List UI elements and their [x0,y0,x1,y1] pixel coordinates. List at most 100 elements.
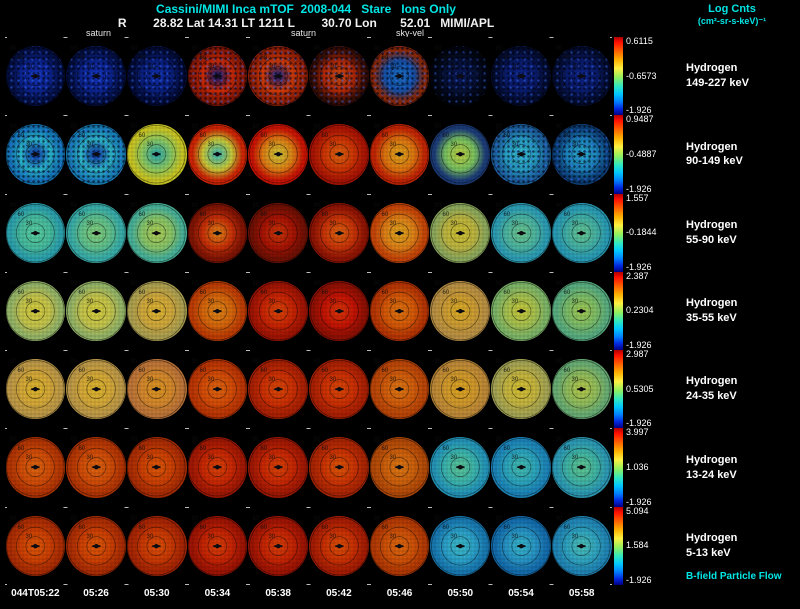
skymap-cell-r5c1: 30 60 90 [5,350,66,429]
saturn-icon [394,308,405,314]
colorbar-max: 2.987 [626,349,649,360]
legend-units: (cm²-sr-s-keV)⁻¹ [697,16,767,27]
ring-label-60: 60 [200,446,207,452]
skymap-cell-r4c5: 30 60 90 [247,271,309,351]
ring-label-90: 90 [556,124,563,130]
ring-label-30: 30 [390,299,397,305]
saturn-icon [334,73,344,79]
skymap-cell-r6c6: 30 60 90 [308,428,370,507]
grid-tick-line [5,37,612,38]
ring-label-30: 30 [329,64,336,70]
species-label: Hydrogen [686,297,738,310]
plot-title: Cassini/MIMI Inca mTOF 2008-044 Stare Io… [156,2,456,16]
ring-label-60: 60 [18,525,25,531]
ring-label-30: 30 [450,142,457,148]
ring-label-60: 60 [382,55,389,61]
ring-label-60: 60 [139,55,146,61]
skymap-cell-r3c2: 30 60 90 [65,193,127,272]
skymap-cell-r4c2: 30 60 90 [65,271,127,351]
colorbar [614,37,623,116]
ring-label-30: 30 [147,455,154,461]
plot-grid: 30 60 90 30 60 90 30 60 90 30 60 90 30 60 90 30 60 90 30 60… [5,37,800,585]
ring-label-30: 30 [511,299,518,305]
saturn-icon [152,308,162,314]
ring-label-90: 90 [131,124,138,130]
ring-label-30: 30 [26,142,33,148]
ring-label-60: 60 [503,133,510,139]
skymap-cell-r5c2: 30 60 90 [65,350,127,429]
colorbar-min: -1.926 [626,340,652,351]
skymap-cell-r4c3: 30 60 90 [126,271,188,351]
saturn-icon [152,465,162,470]
skymap-cell-r2c3: 30 60 90 [126,115,188,194]
saturn-icon [152,543,162,549]
colorbar-mid: -0.1844 [626,227,657,238]
saturn-icon [212,308,223,314]
ring-label-90: 90 [252,359,259,365]
ring-label-90: 90 [70,124,77,130]
ring-label-90: 90 [374,203,381,209]
ring-label-30: 30 [268,455,275,461]
ring-label-90: 90 [495,203,502,209]
skymap-cell-r3c6: 30 60 90 [308,193,370,272]
skymap-cell-r4c10: 30 60 90 [551,271,613,351]
ring-label-60: 60 [382,368,389,374]
ring-label-90: 90 [10,516,17,522]
saturn-icon [212,230,223,235]
ring-label-60: 60 [442,55,449,61]
ring-label-30: 30 [86,299,93,305]
energy-range-label: 24-35 keV [686,390,737,403]
ring-label-90: 90 [495,437,502,443]
skymap-cell-r6c1: 30 60 90 [5,428,66,507]
ring-label-30: 30 [26,455,33,461]
energy-range-label: 55-90 keV [686,233,737,246]
annotation-label: saturn [86,28,112,38]
ring-label-90: 90 [10,46,17,52]
colorbar-mid: 1.584 [626,540,649,551]
ring-label-90: 90 [70,437,77,443]
ring-label-60: 60 [442,446,449,452]
ring-label-90: 90 [313,359,320,365]
saturn-icon [91,308,101,314]
ring-label-30: 30 [268,377,275,383]
saturn-icon [334,465,344,470]
skymap-cell-r7c6: 30 60 90 [308,506,370,585]
saturn-icon [334,543,344,549]
ring-label-60: 60 [78,212,85,218]
saturn-icon [516,465,526,470]
annotation-label: saturn [291,28,317,38]
saturn-icon [516,308,526,314]
ring-label-60: 60 [139,446,146,452]
channel-band: 30 60 90 30 60 90 30 60 90 30 60 90 30 60 90 30 60 90 30 60… [5,506,800,585]
ring-label-30: 30 [390,64,397,70]
ring-label-90: 90 [70,516,77,522]
ring-label-30: 30 [450,534,457,540]
skymap-cell-r5c8: 30 60 90 [429,350,491,429]
ring-label-60: 60 [78,133,85,139]
ring-label-60: 60 [442,525,449,531]
skymap-row: 30 60 90 30 60 90 30 60 90 30 60 90 30 60 90 30 60 90 30 60… [5,37,613,116]
saturn-icon [212,152,223,157]
colorbar-labels: 3.997 1.036 -1.926 [623,428,672,506]
ring-label-60: 60 [18,55,25,61]
ring-label-30: 30 [390,455,397,461]
skymap-cell-r5c3: 30 60 90 [126,350,188,429]
ring-label-60: 60 [260,368,267,374]
ring-label-30: 30 [511,142,518,148]
saturn-icon [394,387,405,392]
skymap-cell-r1c6: 30 60 90 [308,37,370,116]
ring-label-60: 60 [18,368,25,374]
ring-label-60: 60 [18,212,25,218]
ring-label-60: 60 [442,368,449,374]
saturn-icon [91,73,101,79]
